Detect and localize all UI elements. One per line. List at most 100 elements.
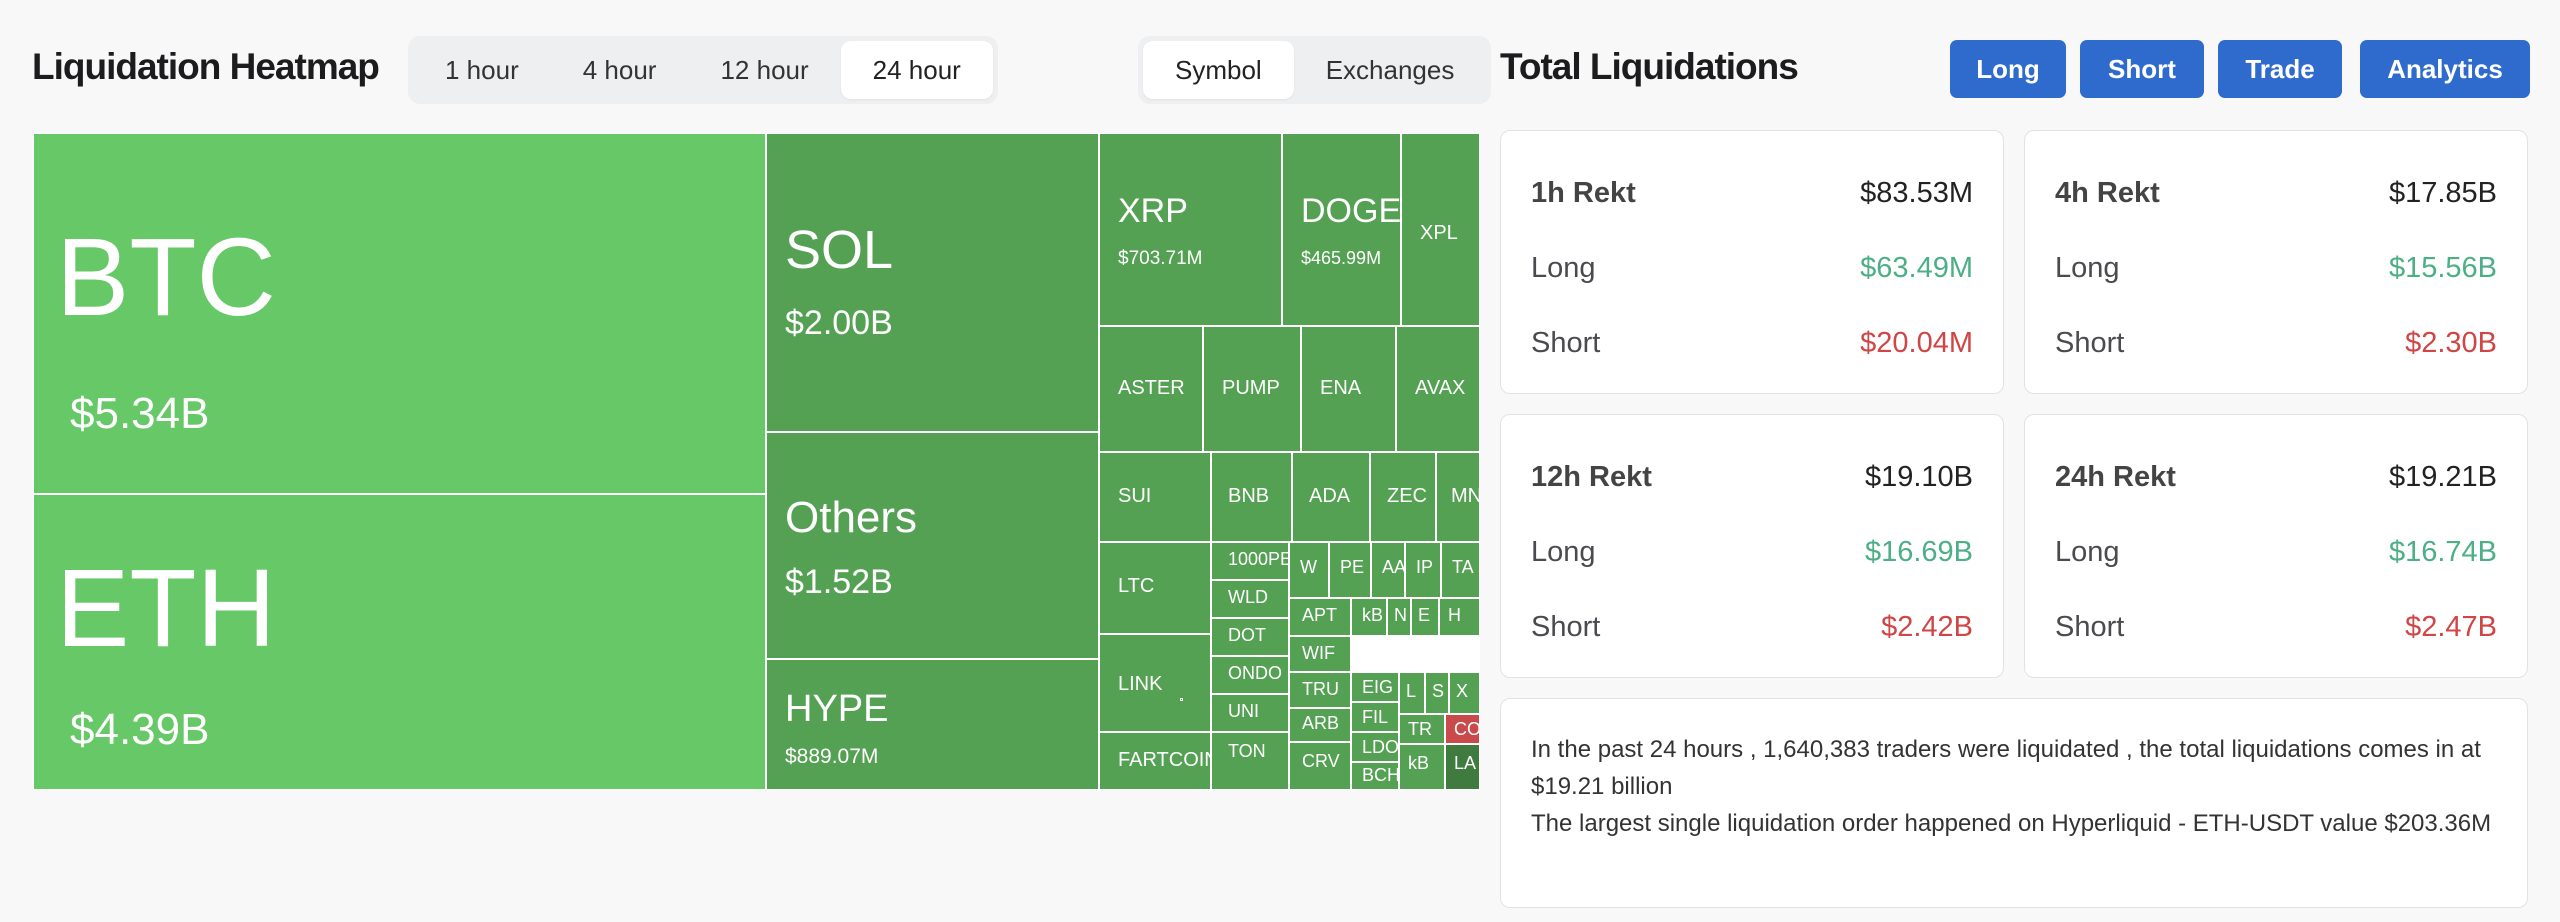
tile-symbol: 1000PEPE [1228, 549, 1288, 569]
tile-symbol: SUI [1118, 485, 1152, 507]
treemap-tile[interactable]: TRU [1289, 672, 1351, 708]
treemap-tile[interactable]: H [1439, 598, 1480, 636]
treemap-tile[interactable]: L [1399, 672, 1425, 714]
treemap-tile[interactable]: W [1289, 542, 1329, 598]
tile-symbol: N [1394, 605, 1407, 625]
treemap-tile[interactable]: FARTCOIN [1099, 732, 1211, 790]
short-value: $2.30B [2405, 326, 2497, 359]
card-label: 24h Rekt [2055, 460, 2176, 493]
short-label: Short [1531, 326, 1601, 359]
tile-value: $1.52B [785, 563, 893, 601]
tile-symbol: EIG [1362, 677, 1394, 697]
tab-1-hour[interactable]: 1 hour [445, 55, 519, 85]
tab-4-hour[interactable]: 4 hour [582, 55, 657, 85]
tile-symbol: WLD [1228, 587, 1268, 607]
treemap-tile[interactable]: X [1449, 672, 1480, 714]
treemap-tile[interactable]: LTC [1099, 542, 1211, 634]
treemap-tile[interactable]: FIL [1351, 702, 1399, 732]
treemap-tile[interactable]: WLD [1211, 580, 1289, 618]
tile-symbol: ZEC [1387, 485, 1427, 507]
tile-symbol: ADA [1309, 485, 1351, 507]
tile-symbol: ENA [1320, 377, 1362, 399]
treemap-tile[interactable]: LINK [1099, 634, 1211, 732]
analytics-button[interactable]: Analytics [2360, 40, 2530, 98]
treemap-tile[interactable]: BTC $5.34B [33, 133, 766, 494]
treemap-tile[interactable]: WIF [1289, 636, 1351, 672]
tile-symbol: DOGE [1301, 192, 1401, 230]
treemap-tile[interactable]: N [1387, 598, 1411, 636]
treemap-tile[interactable]: TR [1399, 714, 1445, 744]
treemap-tile[interactable]: PUMP [1203, 326, 1301, 452]
tile-symbol: ASTER [1118, 377, 1185, 399]
long-label: Long [1531, 251, 1596, 284]
tab-symbol[interactable]: Symbol [1143, 41, 1294, 99]
treemap-tile[interactable]: EIG [1351, 672, 1399, 702]
treemap-tile[interactable]: S [1425, 672, 1449, 714]
treemap-tile[interactable]: DOT [1211, 618, 1289, 656]
treemap-tile[interactable]: LA [1445, 744, 1480, 790]
treemap-tile[interactable]: APT [1289, 598, 1351, 636]
treemap-tile[interactable]: TA [1441, 542, 1480, 598]
treemap-tile[interactable]: SUI [1099, 452, 1211, 542]
treemap-tile[interactable] [1180, 698, 1183, 701]
treemap-tile[interactable]: XRP $703.71M [1099, 133, 1282, 326]
long-label: Long [2055, 251, 2120, 284]
treemap-tile[interactable]: PE [1329, 542, 1371, 598]
summary-line-2: The largest single liquidation order hap… [1531, 810, 2492, 837]
treemap-tile[interactable]: BNB [1211, 452, 1292, 542]
treemap-tile[interactable]: ENA [1301, 326, 1396, 452]
tile-symbol: MNT [1451, 485, 1479, 507]
tile-symbol: LA [1454, 753, 1477, 773]
total-liquidations-title: Total Liquidations [1500, 46, 1799, 87]
tab-12-hour[interactable]: 12 hour [720, 55, 809, 85]
short-value: $20.04M [1860, 326, 1973, 359]
treemap-tile[interactable]: SOL $2.00B [766, 133, 1099, 432]
long-value: $15.56B [2388, 251, 2497, 284]
treemap-tile[interactable]: DOGE $465.99M [1282, 133, 1401, 326]
treemap-tile[interactable]: ADA [1292, 452, 1370, 542]
long-button[interactable]: Long [1950, 40, 2066, 98]
treemap-tile[interactable]: ARB [1289, 708, 1351, 742]
tile-value: $2.00B [785, 304, 893, 342]
treemap-tile[interactable]: CRV [1289, 742, 1351, 790]
tile-symbol: E [1418, 605, 1431, 625]
treemap-tile[interactable]: kB [1351, 598, 1387, 636]
tile-symbol: LTC [1118, 575, 1155, 597]
treemap-tile[interactable]: Others $1.52B [766, 432, 1099, 659]
tile-symbol: TON [1228, 741, 1266, 761]
treemap-tile[interactable]: LDO [1351, 732, 1399, 762]
tile-symbol: XPL [1420, 222, 1458, 244]
tile-symbol: IP [1416, 557, 1434, 577]
tile-symbol: UNI [1228, 701, 1259, 721]
treemap-tile[interactable]: ETH $4.39B [33, 494, 766, 790]
treemap-tile[interactable]: E [1411, 598, 1439, 636]
tile-value: $889.07M [785, 745, 879, 768]
treemap-tile[interactable]: HYPE $889.07M [766, 659, 1099, 790]
short-button[interactable]: Short [2080, 40, 2204, 98]
treemap-tile[interactable]: TON [1211, 732, 1289, 790]
tile-symbol: L [1406, 681, 1417, 701]
treemap-tile[interactable]: ONDO [1211, 656, 1289, 694]
treemap-tile[interactable]: ASTER [1099, 326, 1203, 452]
treemap-tile[interactable]: CO [1445, 714, 1480, 744]
treemap-tile[interactable]: XPL [1401, 133, 1480, 326]
summary-line-1: In the past 24 hours , 1,640,383 traders… [1531, 736, 2481, 800]
treemap-tile[interactable]: UNI [1211, 694, 1289, 732]
view-selector: Symbol Exchanges [1138, 36, 1492, 104]
treemap-tile[interactable]: IP [1405, 542, 1441, 598]
tile-symbol: LDO [1362, 737, 1399, 757]
rekt-card-24h: 24h Rekt $19.21B Long $16.74B Short $2.47B [2024, 414, 2528, 678]
trade-button[interactable]: Trade [2218, 40, 2342, 98]
treemap-tile[interactable]: 1000PEPE [1211, 542, 1289, 580]
treemap-tile[interactable]: AVAX [1396, 326, 1480, 452]
tab-24-hour[interactable]: 24 hour [840, 41, 993, 99]
treemap-tile[interactable]: BCH [1351, 762, 1399, 790]
treemap-tile[interactable]: ZEC [1370, 452, 1436, 542]
treemap-tile[interactable]: MNT [1436, 452, 1480, 542]
card-total: $19.21B [2388, 460, 2497, 493]
treemap-tile[interactable]: AA [1371, 542, 1405, 598]
tile-symbol: XRP [1118, 192, 1188, 230]
treemap-tile[interactable]: kB [1399, 744, 1445, 790]
tile-symbol: WIF [1302, 643, 1335, 663]
tab-exchanges[interactable]: Exchanges [1325, 55, 1455, 85]
